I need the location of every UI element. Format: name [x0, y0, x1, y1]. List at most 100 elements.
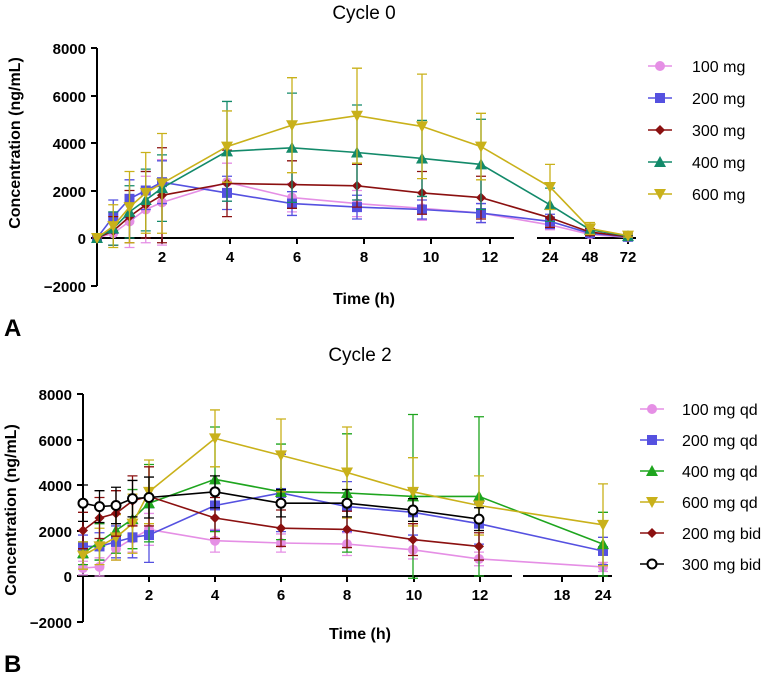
legend-label: 400 mg qd — [682, 464, 758, 481]
panel-a-x-ticks: 2 4 6 8 10 12 24 48 72 — [158, 238, 637, 266]
data-point — [77, 550, 89, 562]
legend-label: 600 mg qd — [682, 495, 758, 512]
x-tick-label: 4 — [211, 587, 220, 604]
y-tick-label: 8000 — [39, 387, 72, 404]
data-point — [110, 532, 122, 544]
legend-marker — [654, 189, 666, 200]
panel-b-x-axis-label: Time (h) — [329, 626, 391, 643]
legend-item: 400 mg qd — [640, 464, 758, 481]
x-tick-label: 8 — [360, 249, 368, 266]
panel-b-title: Cycle 2 — [328, 345, 391, 366]
x-tick-label: 12 — [482, 249, 499, 266]
y-tick-label: 0 — [78, 231, 86, 248]
y-tick-label: 6000 — [53, 89, 86, 106]
x-tick-label: 24 — [542, 249, 559, 266]
data-point — [123, 202, 136, 214]
series-600-mg-qd — [77, 409, 609, 570]
data-point — [78, 525, 88, 536]
y-tick-label: 0 — [64, 569, 72, 586]
legend-label: 100 mg — [692, 59, 745, 76]
series-100-mg-qd — [78, 512, 608, 577]
series-line — [82, 528, 604, 569]
legend-label: 400 mg — [692, 155, 745, 172]
data-point — [286, 120, 298, 132]
data-point — [210, 512, 220, 523]
y-tick-label: −2000 — [44, 279, 86, 296]
series-line — [82, 495, 480, 548]
legend-item: 600 mg qd — [640, 495, 758, 512]
panel-b-y-axis-label: Concentration (ng/mL) — [3, 424, 20, 596]
data-point — [475, 141, 487, 153]
data-point — [351, 110, 363, 122]
data-point — [584, 223, 596, 235]
legend-item: 100 mg — [648, 59, 745, 76]
legend-label: 200 mg bid — [682, 526, 761, 543]
panel-a-plot-area — [91, 67, 634, 249]
panel-a-legend: 100 mg 200 mg 300 mg 400 mg 600 mg — [648, 59, 745, 204]
legend-item: 300 mg — [648, 123, 745, 140]
legend-marker — [647, 404, 657, 414]
x-tick-label: 10 — [423, 249, 440, 266]
data-point — [407, 486, 419, 498]
y-tick-label: 2000 — [39, 524, 72, 541]
legend-marker — [647, 435, 657, 445]
legend-label: 300 mg — [692, 123, 745, 140]
data-point — [156, 178, 168, 190]
legend-label: 100 mg qd — [682, 402, 758, 419]
legend-marker — [655, 125, 665, 135]
data-point — [474, 541, 484, 552]
data-point — [110, 499, 122, 511]
legend-item: 200 mg qd — [640, 433, 758, 450]
legend-marker — [646, 497, 658, 508]
y-tick-label: 4000 — [53, 136, 86, 153]
panel-b-legend: 100 mg qd 200 mg qd 400 mg qd 600 mg qd 200 … — [640, 402, 761, 574]
data-point — [416, 121, 428, 133]
data-point — [597, 519, 609, 531]
panel-b-y-ticks: 8000 6000 4000 2000 0 −2000 — [30, 387, 83, 632]
legend-label: 600 mg — [692, 187, 745, 204]
data-point — [91, 233, 103, 244]
data-point — [341, 467, 353, 479]
data-point — [143, 492, 155, 504]
legend-label: 200 mg qd — [682, 433, 758, 450]
x-tick-label: 12 — [472, 587, 489, 604]
y-tick-label: −2000 — [30, 615, 72, 632]
data-point — [93, 541, 106, 553]
panel-b: Cycle 2 B Concentration (ng/mL) Time (h)… — [3, 345, 761, 678]
panel-b-x-ticks: 2 4 6 8 10 12 18 24 — [145, 576, 612, 604]
data-point — [407, 504, 419, 516]
panel-b-plot-area — [77, 409, 609, 579]
x-tick-label: 18 — [554, 587, 571, 604]
data-point — [622, 230, 634, 242]
legend-label: 300 mg bid — [682, 557, 761, 574]
panel-a-y-axis-label: Concentration (ng/mL) — [7, 57, 24, 229]
series-300-mg — [92, 147, 633, 246]
data-point — [107, 221, 120, 233]
panel-a-x-axis-label: Time (h) — [333, 291, 395, 308]
legend-item: 400 mg — [648, 155, 745, 172]
data-point — [341, 497, 353, 509]
x-tick-label: 6 — [277, 587, 285, 604]
x-tick-label: 6 — [293, 249, 301, 266]
legend-item: 600 mg — [648, 187, 745, 204]
data-point — [473, 500, 485, 512]
panel-b-letter: B — [4, 651, 21, 678]
data-point — [342, 524, 352, 535]
legend-item: 200 mg bid — [640, 526, 761, 543]
panel-a: Cycle 0 A Concentration (ng/mL) Time (h)… — [4, 3, 745, 342]
x-tick-label: 24 — [595, 587, 612, 604]
series-line — [82, 490, 480, 520]
data-point — [544, 181, 556, 193]
data-point — [221, 141, 233, 153]
panel-a-letter: A — [4, 315, 21, 342]
x-tick-label: 2 — [158, 249, 166, 266]
x-tick-label: 10 — [406, 587, 423, 604]
data-point — [408, 534, 418, 545]
x-tick-label: 2 — [145, 587, 153, 604]
data-point — [127, 493, 138, 505]
legend-item: 300 mg bid — [640, 557, 761, 574]
legend-marker — [647, 528, 657, 538]
x-tick-label: 72 — [620, 249, 637, 266]
data-point — [139, 187, 152, 199]
